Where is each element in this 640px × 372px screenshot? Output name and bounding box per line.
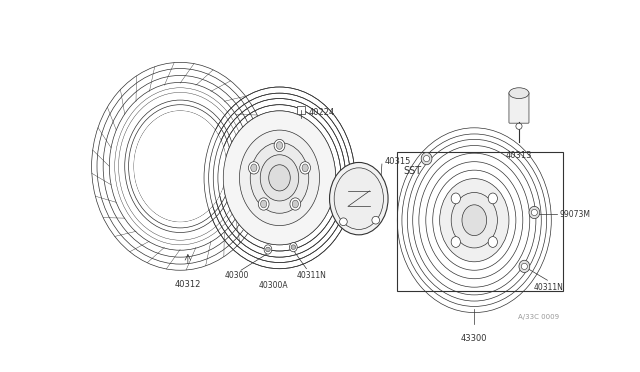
Ellipse shape [509,88,529,99]
Text: 40313: 40313 [506,151,532,160]
Ellipse shape [440,179,509,262]
Ellipse shape [521,263,527,269]
Ellipse shape [424,155,429,162]
Text: 40312: 40312 [175,280,201,289]
Text: 43300: 43300 [461,334,488,343]
Ellipse shape [330,163,388,235]
Ellipse shape [289,243,297,252]
Ellipse shape [340,218,348,225]
Ellipse shape [223,111,336,245]
Ellipse shape [248,162,259,174]
Ellipse shape [421,153,432,165]
Ellipse shape [451,237,460,247]
Text: 40311N: 40311N [534,283,564,292]
Ellipse shape [251,164,257,172]
Ellipse shape [519,260,530,273]
Ellipse shape [451,192,497,248]
Ellipse shape [451,193,460,204]
Ellipse shape [462,205,486,235]
Ellipse shape [276,142,283,150]
Ellipse shape [529,206,540,219]
Ellipse shape [250,142,308,213]
Text: 40311N: 40311N [297,271,327,280]
Text: A/33C 0009: A/33C 0009 [518,314,559,320]
Text: SST: SST [403,166,422,176]
Text: 40300: 40300 [225,271,250,280]
Ellipse shape [274,140,285,152]
Ellipse shape [531,209,538,216]
Ellipse shape [292,200,298,208]
Ellipse shape [269,165,291,191]
Ellipse shape [302,164,308,172]
Text: 99073M: 99073M [559,209,590,218]
FancyBboxPatch shape [509,92,529,123]
Bar [397,153,563,291]
Ellipse shape [266,247,270,252]
Ellipse shape [260,155,299,201]
Ellipse shape [516,123,522,129]
Ellipse shape [264,245,272,254]
Bar [297,106,305,114]
Ellipse shape [372,217,380,224]
Text: 40315: 40315 [384,157,411,166]
Ellipse shape [488,237,497,247]
Ellipse shape [291,245,296,250]
Text: 40300A: 40300A [259,281,288,290]
Ellipse shape [259,198,269,210]
Ellipse shape [239,130,319,225]
Ellipse shape [290,198,301,210]
Text: 40224: 40224 [308,108,335,117]
Ellipse shape [300,162,310,174]
Ellipse shape [134,111,227,222]
Ellipse shape [334,168,383,230]
Ellipse shape [260,200,267,208]
Ellipse shape [488,193,497,204]
